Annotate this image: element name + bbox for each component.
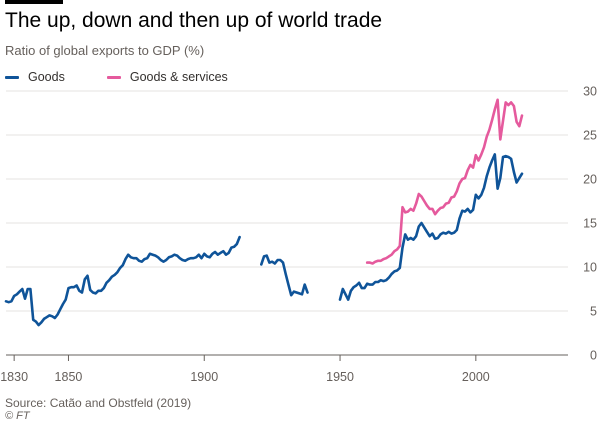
y-tick-label-0: 0 <box>590 349 597 363</box>
legend-label-goods: Goods <box>28 70 65 84</box>
header-accent-bar <box>5 0 63 4</box>
chart-title: The up, down and then up of world trade <box>5 9 383 32</box>
y-tick-label-30: 30 <box>583 85 597 99</box>
y-tick-label-10: 10 <box>583 261 597 275</box>
gridlines <box>6 90 568 312</box>
series-line-goods-segment-3 <box>338 153 524 301</box>
x-tick-label-1850: 1850 <box>55 370 83 384</box>
y-tick-label-25: 25 <box>583 129 597 143</box>
y-tick-label-15: 15 <box>583 217 597 231</box>
series-line-goods-segment-1 <box>4 235 241 327</box>
y-tick-label-20: 20 <box>583 173 597 187</box>
legend-swatch-goods <box>5 75 19 79</box>
legend-item-goods-services: Goods & services <box>106 70 228 84</box>
tick-labels: 0 5 10 15 20 25 30 1830 1850 1900 1950 2000 <box>0 85 597 385</box>
ft-credit: © FT <box>5 410 30 422</box>
series-lines <box>4 98 524 327</box>
legend: Goods Goods & services <box>5 70 270 84</box>
legend-item-goods: Goods <box>5 70 65 84</box>
x-tick-label-1950: 1950 <box>326 370 354 384</box>
chart-subtitle: Ratio of global exports to GDP (%) <box>5 43 205 58</box>
legend-label-goods-services: Goods & services <box>129 70 228 84</box>
x-tick-label-2000: 2000 <box>462 370 490 384</box>
series-line-goods-services-segment-1 <box>365 98 524 265</box>
legend-swatch-goods-services <box>106 75 121 79</box>
source-note: Source: Catão and Obstfeld (2019) <box>5 396 192 410</box>
x-tick-label-1830: 1830 <box>0 370 28 384</box>
y-tick-label-5: 5 <box>590 305 597 319</box>
x-tick-label-1900: 1900 <box>190 370 218 384</box>
series-line-goods-segment-2 <box>260 254 309 297</box>
x-axis <box>6 354 568 361</box>
